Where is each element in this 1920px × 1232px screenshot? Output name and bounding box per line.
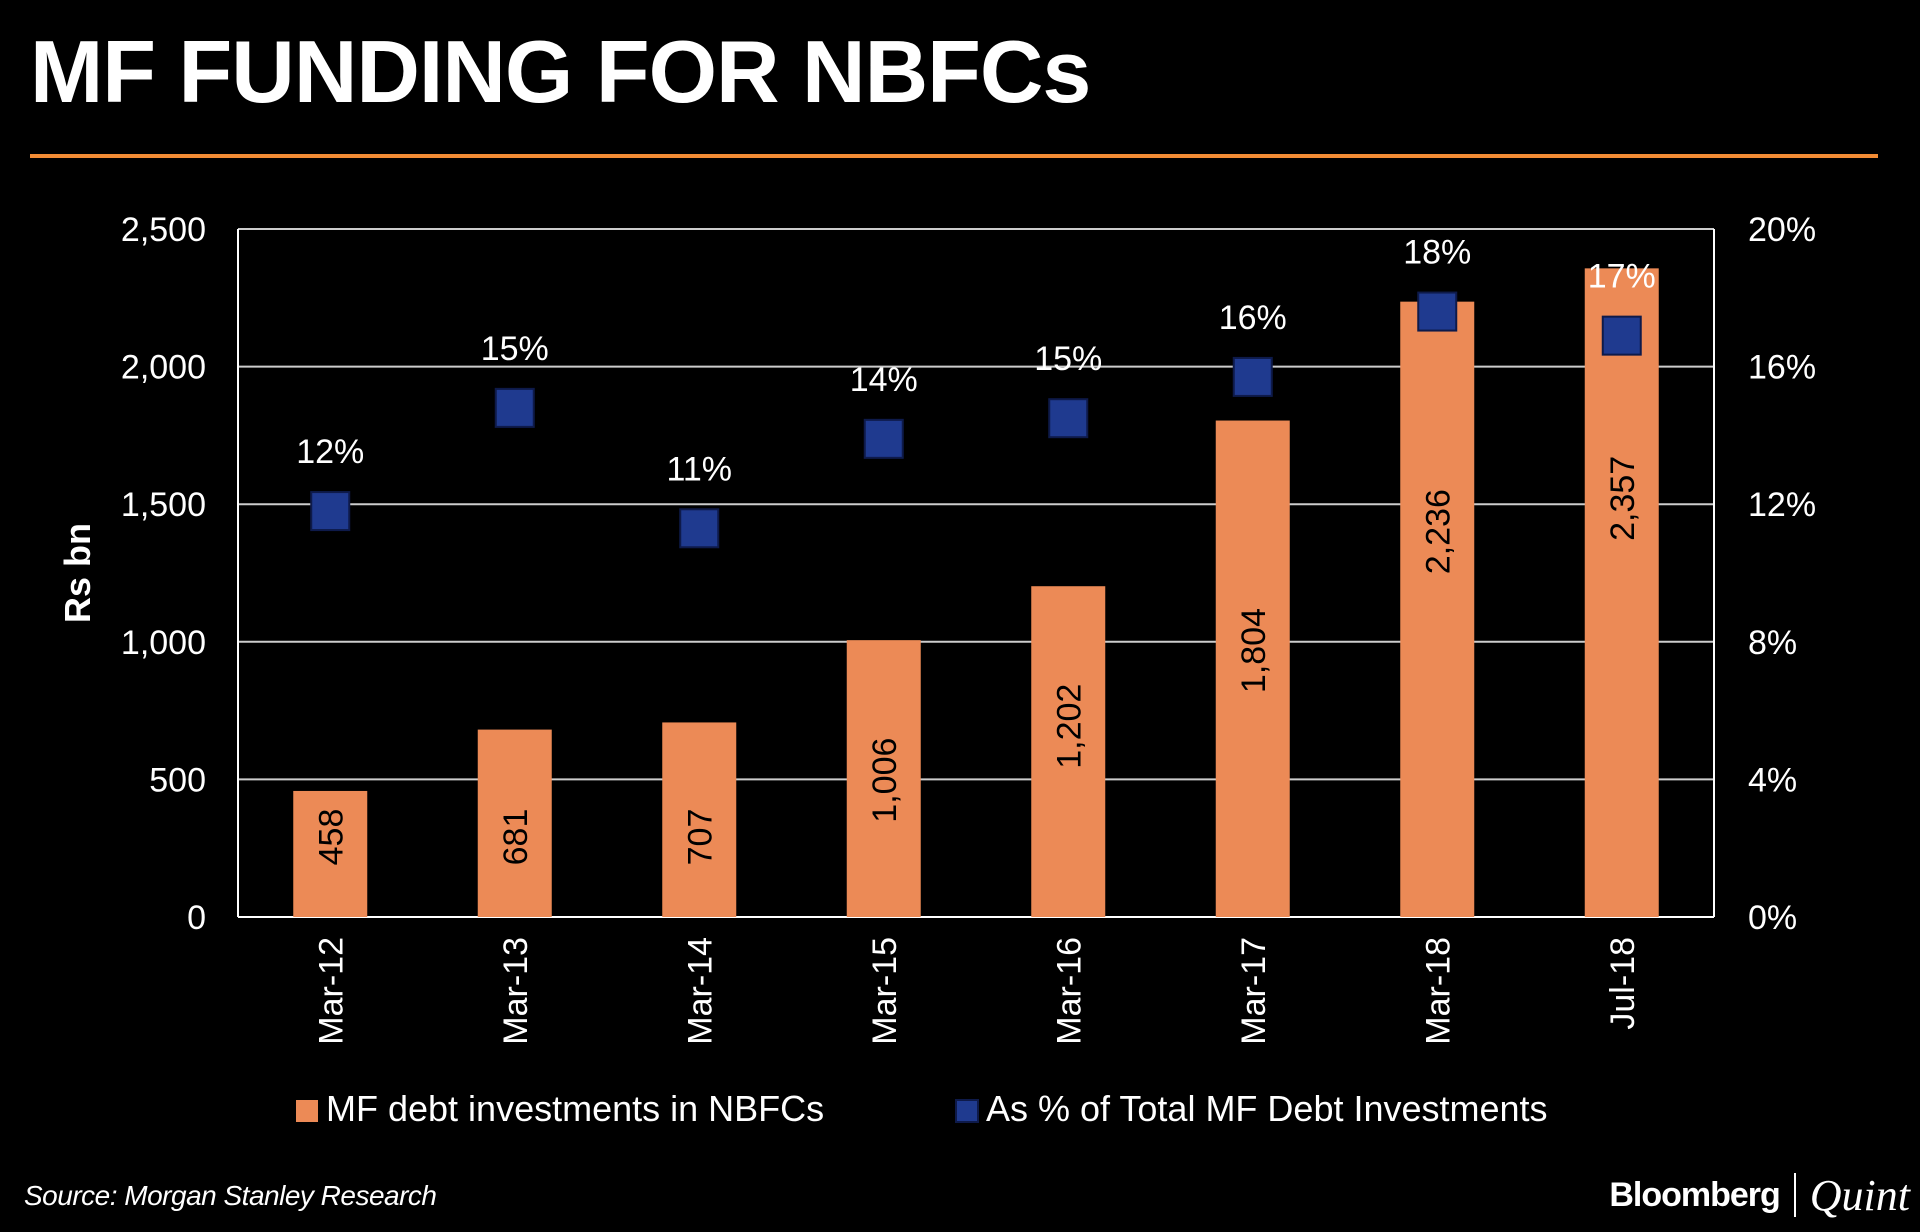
chart: 0 500 1,000 1,500 2,000 2,500 0% 4% 8% 12% 16% 20% R… xyxy=(57,211,1816,1129)
bar xyxy=(846,640,921,917)
percent-value-label: 15% xyxy=(1034,340,1102,378)
logo-quint-text: Quint xyxy=(1809,1170,1910,1220)
legend-bar-swatch xyxy=(296,1100,318,1122)
x-tick-label: Jul-18 xyxy=(1604,937,1642,1030)
percent-marker xyxy=(1232,356,1273,397)
bar xyxy=(1215,420,1290,917)
y-tick-label: 500 xyxy=(149,761,206,799)
percent-marker xyxy=(1048,398,1089,439)
y2-tick-label: 0% xyxy=(1748,899,1797,937)
y-axis-title: Rs bn xyxy=(57,523,98,623)
y2-tick-label: 12% xyxy=(1748,486,1816,524)
x-tick-label: Mar-17 xyxy=(1235,937,1273,1045)
x-tick-label: Mar-16 xyxy=(1050,937,1088,1045)
percent-marker xyxy=(1601,315,1642,356)
bar xyxy=(662,722,737,917)
percent-marker xyxy=(863,418,904,459)
legend-marker-label: As % of Total MF Debt Investments xyxy=(986,1088,1548,1129)
percent-value-label: 18% xyxy=(1403,234,1471,272)
x-tick-label: Mar-18 xyxy=(1419,937,1457,1045)
y2-tick-label: 4% xyxy=(1748,761,1797,799)
y-tick-label: 1,500 xyxy=(121,486,206,524)
legend-bar-label: MF debt investments in NBFCs xyxy=(326,1088,824,1129)
bar xyxy=(477,729,552,917)
bar-value-label: 1,202 xyxy=(1050,684,1088,769)
logo-divider xyxy=(1793,1173,1796,1217)
bar-value-label: 2,357 xyxy=(1604,456,1642,541)
y-tick-label: 0 xyxy=(187,899,206,937)
brand-logo: Bloomberg Quint xyxy=(1609,1170,1910,1220)
y2-tick-label: 8% xyxy=(1748,624,1797,662)
y-tick-label: 2,000 xyxy=(121,349,206,387)
bar xyxy=(1584,268,1659,917)
percent-value-label: 15% xyxy=(481,330,549,368)
bar xyxy=(1400,301,1475,917)
bar-value-label: 707 xyxy=(681,809,719,866)
bar xyxy=(293,790,368,917)
title-divider xyxy=(30,154,1878,158)
percent-marker xyxy=(494,387,535,428)
bar-value-label: 681 xyxy=(497,809,535,866)
x-tick-label: Mar-12 xyxy=(312,937,350,1045)
y2-tick-label: 16% xyxy=(1748,349,1816,387)
bar-value-label: 2,236 xyxy=(1419,489,1457,574)
percent-marker xyxy=(310,491,351,532)
y-tick-label: 2,500 xyxy=(121,211,206,249)
legend-marker-swatch xyxy=(955,1099,979,1123)
percent-marker xyxy=(679,508,720,549)
bar-value-label: 458 xyxy=(312,809,350,866)
x-tick-label: Mar-15 xyxy=(866,937,904,1045)
logo-bloomberg-text: Bloomberg xyxy=(1609,1175,1780,1214)
y-tick-label: 1,000 xyxy=(121,624,206,662)
source-note: Source: Morgan Stanley Research xyxy=(24,1180,437,1211)
percent-value-label: 14% xyxy=(850,361,918,399)
x-tick-label: Mar-13 xyxy=(497,937,535,1045)
percent-value-label: 16% xyxy=(1219,299,1287,337)
y2-tick-label: 20% xyxy=(1748,211,1816,249)
bar xyxy=(1031,586,1106,917)
x-tick-label: Mar-14 xyxy=(681,937,719,1045)
bar-value-label: 1,804 xyxy=(1235,608,1273,693)
percent-value-label: 12% xyxy=(296,433,364,471)
percent-value-label: 17% xyxy=(1588,258,1656,296)
chart-title: MF FUNDING FOR NBFCs xyxy=(30,22,1091,121)
percent-value-label: 11% xyxy=(666,450,732,488)
bar-value-label: 1,006 xyxy=(866,738,904,823)
percent-marker xyxy=(1417,291,1458,332)
